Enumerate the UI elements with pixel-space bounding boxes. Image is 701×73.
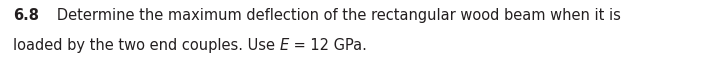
- Text: = 12 GPa.: = 12 GPa.: [289, 38, 367, 53]
- Text: loaded by the two end couples. Use: loaded by the two end couples. Use: [13, 38, 280, 53]
- Text: 6.8: 6.8: [13, 8, 39, 23]
- Text: Determine the maximum deflection of the rectangular wood beam when it is: Determine the maximum deflection of the …: [43, 8, 621, 23]
- Text: E: E: [280, 38, 289, 53]
